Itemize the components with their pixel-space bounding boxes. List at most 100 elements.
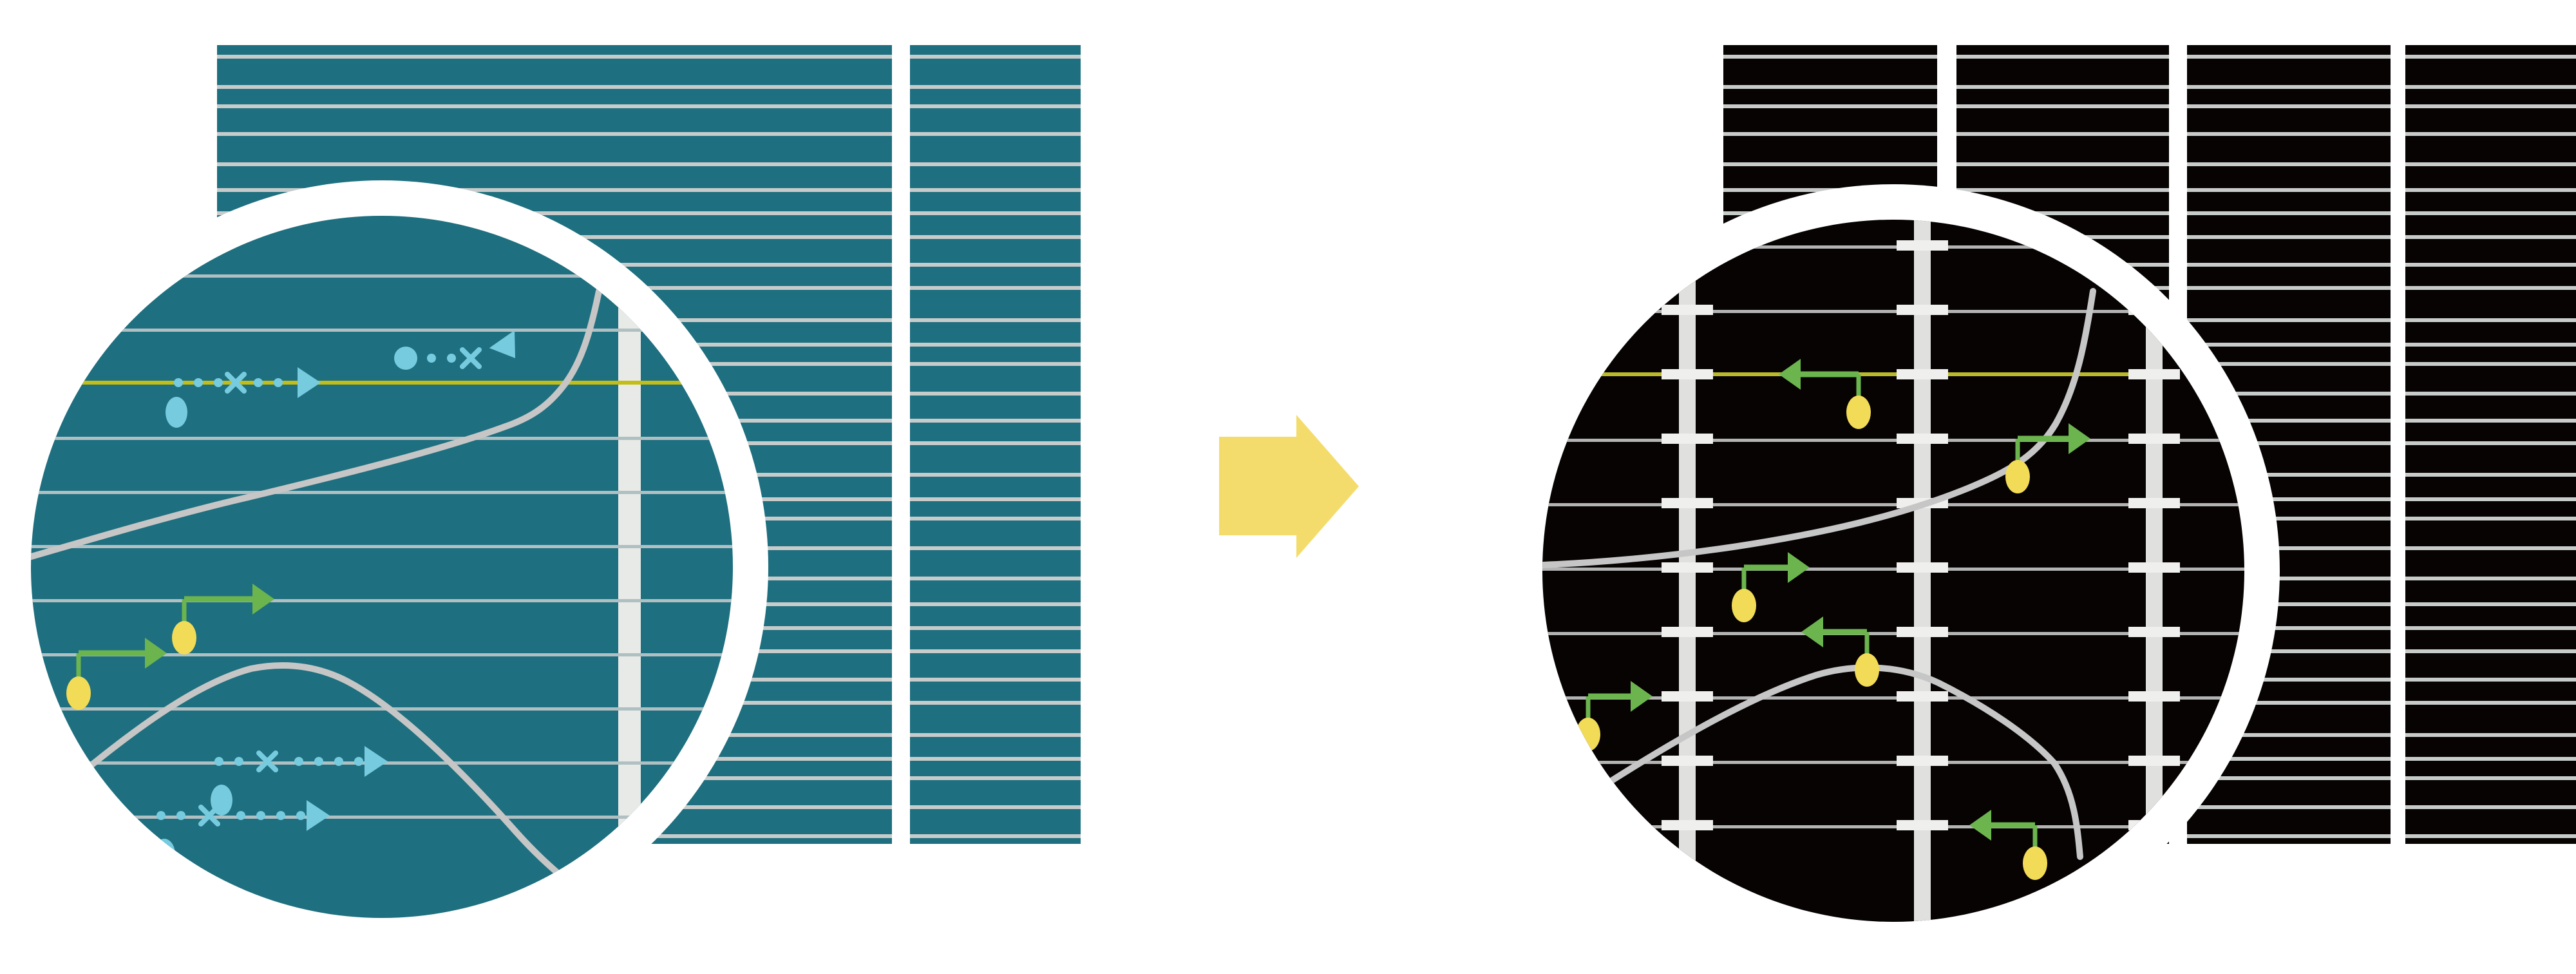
variant-read-green <box>172 584 274 654</box>
read-dot <box>296 811 305 820</box>
read-arrowhead-icon <box>1788 552 1810 583</box>
finger-stripe <box>1723 235 2576 239</box>
read-arrowhead-icon <box>307 800 330 831</box>
read-arrowhead-icon <box>1631 681 1653 712</box>
finger-stripe <box>31 491 733 494</box>
read-arrowhead-icon <box>2069 423 2090 454</box>
finger-stripe <box>1723 211 2576 215</box>
read-arrowhead-icon <box>252 584 274 615</box>
finger-stripe <box>1542 439 2244 442</box>
finger-stripe <box>1723 104 2576 108</box>
finger-stripe <box>1723 188 2576 192</box>
busbar-solder-pad <box>2128 434 2180 444</box>
busbar-solder-pad <box>1897 305 1948 315</box>
read-arrowhead-icon <box>365 746 388 777</box>
finger-stripe <box>31 707 733 711</box>
read-dot <box>427 354 436 363</box>
busbar-solder-pad <box>1662 691 1713 702</box>
variant-dot <box>1855 653 1879 687</box>
magnifier-left <box>0 180 768 953</box>
finger-stripe <box>217 132 1081 136</box>
busbar-solder-pad <box>2128 756 2180 766</box>
read-dot <box>354 757 363 766</box>
transform-arrow-icon <box>1219 415 1359 558</box>
finger-stripe <box>217 162 1081 166</box>
finger-stripe <box>1723 132 2576 136</box>
busbar-solder-pad <box>2128 627 2180 637</box>
read-dot <box>174 378 183 387</box>
busbar-solder-pad <box>1897 369 1948 379</box>
read-dot <box>254 378 263 387</box>
busbar-solder-pad <box>1897 627 1948 637</box>
finger-stripe <box>31 329 733 332</box>
busbar <box>618 216 641 918</box>
finger-stripe <box>217 85 1081 89</box>
busbar-solder-pad <box>1662 305 1713 315</box>
finger-stripe <box>1542 761 2244 764</box>
variant-read-green <box>1732 552 1810 622</box>
read-arrowhead-icon <box>489 330 515 358</box>
variant-read-green <box>1969 810 2047 880</box>
read-arrowhead-icon <box>1779 359 1801 390</box>
busbar-solder-pad <box>1897 691 1948 702</box>
finger-stripe <box>1542 696 2244 700</box>
read-dot <box>256 811 265 820</box>
read-dot <box>334 757 343 766</box>
finger-stripe <box>1542 503 2244 506</box>
read-dot <box>156 811 166 820</box>
finger-stripe <box>31 816 733 819</box>
busbar-solder-pad <box>1662 562 1713 573</box>
busbar-solder-pad <box>1897 434 1948 444</box>
variant-read-green <box>2005 423 2090 493</box>
busbar-solder-pad <box>2128 691 2180 702</box>
magnifier-left-content <box>31 216 733 918</box>
grain-boundary-curve <box>1542 288 2096 568</box>
read-start-dot <box>166 397 187 428</box>
busbar-solder-pad <box>1662 498 1713 508</box>
read-dot <box>234 757 243 766</box>
read-dot <box>294 757 303 766</box>
busbar-solder-pad <box>2128 498 2180 508</box>
mismatch-x-icon <box>460 347 482 369</box>
read-arrowhead-icon <box>1801 616 1823 647</box>
mismatch-x-icon <box>225 372 247 394</box>
busbar-solder-pad <box>1662 756 1713 766</box>
finger-stripe <box>31 653 733 656</box>
variant-read-green <box>1801 616 1879 687</box>
read-start-dot <box>394 347 417 370</box>
read-arrowhead-icon <box>298 367 321 398</box>
read-dot <box>214 378 223 387</box>
busbar-solder-pad <box>2128 369 2180 379</box>
finger-stripe <box>31 545 733 548</box>
read-dot <box>274 378 283 387</box>
finger-stripe <box>1723 55 2576 59</box>
busbar-solder-pad <box>1897 756 1948 766</box>
finger-stripe <box>217 104 1081 108</box>
finger-stripe <box>217 263 1081 267</box>
read-dot <box>447 354 456 363</box>
variant-read-green <box>1779 359 1871 429</box>
read-arrowhead-icon <box>1969 810 1991 841</box>
read-dot <box>176 811 185 820</box>
busbar-solder-pad <box>1662 627 1713 637</box>
variant-dot <box>66 676 91 710</box>
read-dot <box>314 757 323 766</box>
variant-dot <box>1732 589 1756 622</box>
grain-boundary-curve <box>69 662 573 887</box>
finger-stripe <box>31 599 733 602</box>
finger-stripe <box>1723 162 2576 166</box>
finger-stripe <box>1723 85 2576 89</box>
finger-stripe <box>217 235 1081 239</box>
finger-stripe <box>1542 310 2244 313</box>
finger-stripe <box>31 274 733 278</box>
mismatch-x-icon <box>256 750 278 772</box>
finger-stripe <box>1542 568 2244 571</box>
busbar-solder-pad <box>1897 240 1948 251</box>
busbar-solder-pad <box>1897 820 1948 830</box>
variant-dot <box>172 621 196 654</box>
finger-stripe <box>217 55 1081 59</box>
read-dot <box>194 378 203 387</box>
mismatch-read-blue <box>394 330 515 370</box>
finger-stripe <box>1723 263 2576 267</box>
